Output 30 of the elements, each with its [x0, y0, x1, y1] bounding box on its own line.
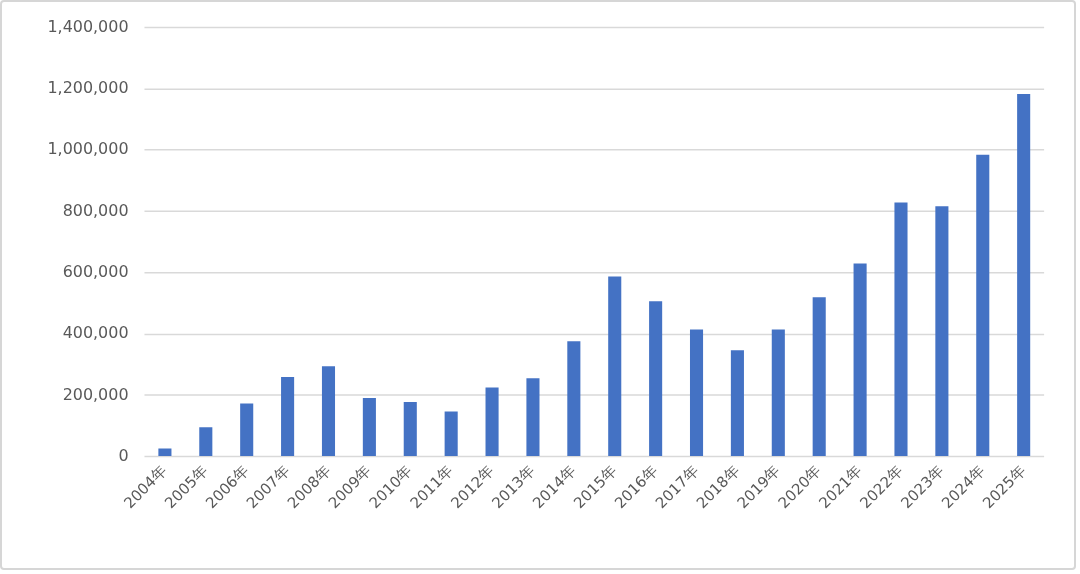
bar — [567, 341, 581, 457]
y-tick-label: 1,400,000 — [47, 16, 129, 36]
bar — [812, 297, 826, 457]
bar — [608, 276, 622, 457]
bar — [976, 154, 990, 457]
bar — [321, 366, 336, 457]
bar — [771, 329, 785, 457]
bar — [689, 329, 704, 457]
y-tick-label: 0 — [118, 445, 129, 465]
bar — [240, 403, 254, 457]
y-tick-label: 1,000,000 — [47, 139, 129, 159]
bar — [649, 301, 663, 457]
bar — [444, 411, 458, 457]
bar — [853, 263, 867, 457]
bar — [894, 202, 908, 457]
bar — [730, 350, 744, 457]
y-tick-label: 400,000 — [62, 323, 129, 343]
y-tick-label: 200,000 — [62, 384, 129, 404]
bar — [281, 377, 295, 457]
y-tick-label: 1,200,000 — [47, 77, 129, 97]
bar — [403, 401, 417, 457]
bar — [158, 448, 172, 457]
bar — [935, 206, 949, 457]
bar — [199, 427, 213, 457]
bar — [526, 378, 540, 457]
y-tick-label: 600,000 — [62, 261, 129, 281]
bar — [362, 397, 376, 457]
bar — [1017, 93, 1031, 457]
bar — [485, 387, 499, 457]
y-tick-label: 800,000 — [62, 200, 129, 220]
